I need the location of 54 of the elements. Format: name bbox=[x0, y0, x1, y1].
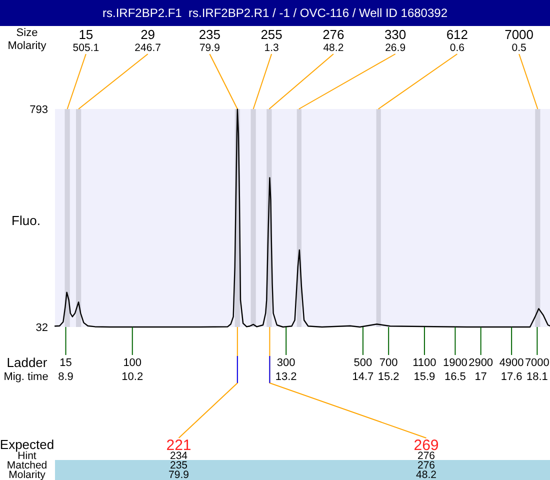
text: Expected bbox=[0, 437, 54, 452]
line-series bbox=[54, 108, 550, 328]
text: 7000 bbox=[524, 357, 550, 369]
band-label: 612 bbox=[446, 27, 468, 42]
x-tick-label: 17 bbox=[474, 371, 487, 383]
annotation: 1.3 bbox=[264, 42, 280, 54]
text: 4900 bbox=[499, 357, 524, 369]
band-label: 235 bbox=[198, 27, 221, 42]
text: 276 bbox=[417, 460, 436, 472]
text: Hint bbox=[18, 450, 36, 462]
text: Size bbox=[16, 27, 38, 39]
text: 300 bbox=[276, 357, 296, 369]
text: 2900 bbox=[468, 357, 494, 369]
y-tick-label: 32 bbox=[36, 322, 48, 334]
x-tick-label: 8.9 bbox=[58, 371, 74, 383]
text: 500 bbox=[354, 357, 372, 369]
annotation: 505.1 bbox=[72, 42, 100, 54]
annotation: 79.9 bbox=[199, 42, 220, 54]
x-axis-title: Mig. time bbox=[4, 371, 48, 383]
text: Molarity bbox=[8, 469, 46, 480]
band-label: 276 bbox=[322, 27, 344, 42]
text: 1100 bbox=[412, 357, 436, 369]
band-label: 15 bbox=[78, 27, 94, 42]
band-label: 255 bbox=[260, 27, 282, 42]
x-tick-label: 16.5 bbox=[444, 371, 466, 383]
text: Molarity bbox=[8, 40, 47, 52]
annotation: 26.9 bbox=[385, 42, 406, 54]
x-tick-label: 15.2 bbox=[378, 371, 400, 383]
band-label: 29 bbox=[140, 27, 156, 42]
text: 1900 bbox=[442, 357, 468, 369]
annotation: 246.7 bbox=[134, 42, 162, 54]
text: 235 bbox=[170, 460, 188, 472]
text: 700 bbox=[379, 357, 398, 369]
annotation: 0.5 bbox=[512, 42, 527, 54]
x-tick-label: 17.6 bbox=[500, 371, 522, 383]
text: 234 bbox=[170, 450, 188, 462]
chart-title: rs.IRF2BP2.F1 rs.IRF2BP2.R1 / -1 / OVC-116 / Well ID 1680392 bbox=[102, 6, 448, 20]
annotation: 48.2 bbox=[323, 42, 344, 54]
text: Ladder bbox=[6, 355, 48, 370]
band-label: 330 bbox=[384, 27, 406, 42]
x-tick-label: 18.1 bbox=[526, 371, 548, 383]
text: 276 bbox=[417, 450, 436, 462]
y-tick-label: 793 bbox=[30, 104, 48, 116]
x-tick-label: 10.2 bbox=[122, 371, 144, 383]
text: 15 bbox=[60, 357, 72, 369]
x-tick-label: 13.2 bbox=[275, 371, 297, 383]
y-axis-title: Fluo. bbox=[12, 213, 40, 228]
text: 48.2 bbox=[416, 469, 437, 480]
x-tick-label: 14.7 bbox=[352, 371, 374, 383]
x-tick-label: 15.9 bbox=[414, 371, 436, 383]
text: 79.9 bbox=[168, 469, 190, 480]
annotation: 0.6 bbox=[450, 42, 465, 54]
text: 100 bbox=[123, 357, 142, 369]
band-label: 7000 bbox=[504, 27, 534, 42]
